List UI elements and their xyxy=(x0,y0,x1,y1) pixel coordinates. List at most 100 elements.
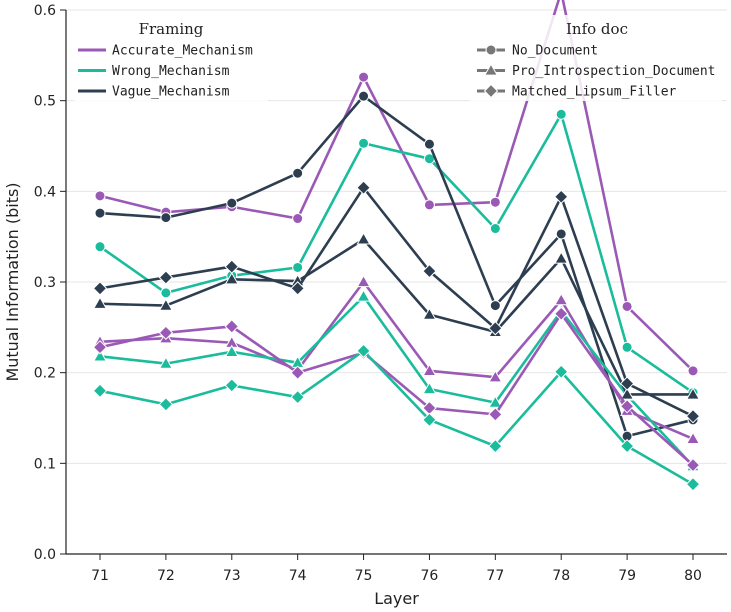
data-point-vague-mechanism-matched-lipsum-filler xyxy=(619,376,635,391)
data-point-accurate-mechanism-matched-lipsum-filler xyxy=(224,319,239,334)
data-point-vague-mechanism-no-document xyxy=(94,207,106,219)
data-point-wrong-mechanism-no-document xyxy=(555,108,567,120)
data-point-accurate-mechanism-matched-lipsum-filler xyxy=(158,325,174,340)
data-point-accurate-mechanism-matched-lipsum-filler xyxy=(290,365,305,380)
data-point-wrong-mechanism-no-document xyxy=(489,223,501,235)
series-group xyxy=(92,289,701,472)
data-point-vague-mechanism-pro-introspection-document xyxy=(92,296,108,309)
series-line-accurate-mechanism-matched-lipsum-filler xyxy=(98,312,695,467)
series-line-vague-mechanism-matched-lipsum-filler xyxy=(98,186,695,418)
data-point-vague-mechanism-no-document xyxy=(423,138,435,150)
series-line-wrong-mechanism-matched-lipsum-filler xyxy=(98,349,695,486)
data-point-wrong-mechanism-pro-introspection-document xyxy=(422,381,437,395)
legend-label: Matched_Lipsum_Filler xyxy=(512,85,677,100)
data-point-accurate-mechanism-no-document xyxy=(621,300,633,312)
data-point-wrong-mechanism-matched-lipsum-filler xyxy=(619,438,635,454)
data-point-wrong-mechanism-matched-lipsum-filler xyxy=(158,397,174,412)
data-point-vague-mechanism-no-document xyxy=(160,212,172,224)
data-point-vague-mechanism-matched-lipsum-filler xyxy=(290,281,305,296)
data-point-vague-mechanism-matched-lipsum-filler xyxy=(224,259,239,274)
legend-label: Vague_Mechanism xyxy=(112,85,230,100)
data-point-vague-mechanism-matched-lipsum-filler xyxy=(488,321,503,336)
y-tick-label: 0.0 xyxy=(34,547,56,563)
series-group xyxy=(92,232,701,400)
series-line-wrong-mechanism-pro-introspection-document xyxy=(98,295,695,468)
x-tick-label: 72 xyxy=(157,568,175,584)
legend-label: Pro_Introspection_Document xyxy=(512,64,716,79)
y-axis-title: Mutual Information (bits) xyxy=(3,182,22,381)
legend-background xyxy=(470,15,722,101)
legend-background xyxy=(74,15,268,101)
data-point-wrong-mechanism-matched-lipsum-filler xyxy=(488,438,503,454)
data-point-accurate-mechanism-pro-introspection-document xyxy=(356,274,371,288)
data-point-wrong-mechanism-matched-lipsum-filler xyxy=(356,343,371,359)
x-tick-label: 80 xyxy=(684,568,702,584)
data-point-accurate-mechanism-pro-introspection-document xyxy=(422,363,437,377)
series-group xyxy=(92,180,701,424)
data-point-accurate-mechanism-pro-introspection-document xyxy=(488,369,503,383)
legend-marker-diamond-icon xyxy=(483,83,499,99)
data-point-accurate-mechanism-pro-introspection-document xyxy=(685,431,701,445)
x-tick-label: 78 xyxy=(552,568,570,584)
data-point-wrong-mechanism-matched-lipsum-filler xyxy=(290,389,305,405)
legend-marker-circle-icon xyxy=(485,44,497,56)
data-point-vague-mechanism-matched-lipsum-filler xyxy=(422,263,437,279)
x-tick-label: 73 xyxy=(223,568,241,584)
data-point-accurate-mechanism-no-document xyxy=(292,213,304,225)
data-point-wrong-mechanism-no-document xyxy=(160,287,172,299)
legend-title: Framing xyxy=(139,20,204,38)
data-point-wrong-mechanism-matched-lipsum-filler xyxy=(422,412,437,428)
legend-info-doc: Info doc No_Document Pro_Introspection_Doc… xyxy=(470,15,722,101)
x-tick-label: 76 xyxy=(421,568,439,584)
data-point-accurate-mechanism-pro-introspection-document xyxy=(554,292,569,306)
x-tick-label: 71 xyxy=(91,568,109,584)
series-group xyxy=(94,108,699,399)
data-point-wrong-mechanism-no-document xyxy=(292,261,304,273)
series-line-wrong-mechanism-no-document xyxy=(98,112,695,394)
data-point-accurate-mechanism-no-document xyxy=(687,365,699,377)
data-point-vague-mechanism-matched-lipsum-filler xyxy=(158,270,174,285)
data-point-vague-mechanism-no-document xyxy=(489,300,501,312)
data-point-wrong-mechanism-no-document xyxy=(94,241,106,253)
data-point-vague-mechanism-pro-introspection-document xyxy=(685,387,701,400)
data-point-accurate-mechanism-matched-lipsum-filler xyxy=(488,407,503,422)
data-point-wrong-mechanism-matched-lipsum-filler xyxy=(224,378,239,393)
y-tick-label: 0.1 xyxy=(34,456,56,472)
data-point-wrong-mechanism-matched-lipsum-filler xyxy=(685,476,701,492)
series xyxy=(92,0,701,492)
data-point-vague-mechanism-matched-lipsum-filler xyxy=(554,189,569,204)
legend-label: Accurate_Mechanism xyxy=(112,44,253,59)
data-point-vague-mechanism-no-document xyxy=(292,167,304,179)
data-point-wrong-mechanism-pro-introspection-document xyxy=(224,344,239,357)
data-point-wrong-mechanism-no-document xyxy=(621,341,633,353)
data-point-accurate-mechanism-matched-lipsum-filler xyxy=(554,306,569,321)
legend-title: Info doc xyxy=(566,20,628,38)
x-tick-label: 77 xyxy=(486,568,504,584)
series-line-accurate-mechanism-pro-introspection-document xyxy=(98,280,695,441)
data-point-wrong-mechanism-no-document xyxy=(358,137,370,149)
data-point-vague-mechanism-no-document xyxy=(358,90,370,102)
data-point-vague-mechanism-matched-lipsum-filler xyxy=(92,281,108,296)
data-point-accurate-mechanism-no-document xyxy=(358,71,370,83)
data-point-vague-mechanism-matched-lipsum-filler xyxy=(685,408,701,424)
x-tick-label: 75 xyxy=(355,568,373,584)
legend-marker-triangle-icon xyxy=(483,63,499,76)
data-point-accurate-mechanism-no-document xyxy=(489,196,501,208)
data-point-vague-mechanism-pro-introspection-document xyxy=(356,232,371,245)
data-point-accurate-mechanism-no-document xyxy=(94,190,106,202)
legend-framing: Framing Accurate_Mechanism Wrong_Mechanism… xyxy=(74,15,268,101)
data-point-wrong-mechanism-matched-lipsum-filler xyxy=(92,383,108,399)
x-tick-label: 74 xyxy=(289,568,307,584)
data-point-vague-mechanism-matched-lipsum-filler xyxy=(356,180,371,195)
data-point-vague-mechanism-pro-introspection-document xyxy=(422,307,437,320)
data-point-vague-mechanism-pro-introspection-document xyxy=(158,298,173,311)
data-point-wrong-mechanism-pro-introspection-document xyxy=(92,349,108,362)
x-axis-title: Layer xyxy=(374,589,419,608)
data-point-accurate-mechanism-no-document xyxy=(423,199,435,211)
data-point-wrong-mechanism-pro-introspection-document xyxy=(158,356,173,369)
data-point-wrong-mechanism-pro-introspection-document xyxy=(356,289,371,302)
data-point-accurate-mechanism-matched-lipsum-filler xyxy=(619,399,635,414)
legend-label: Wrong_Mechanism xyxy=(112,64,230,79)
axes: 0.0 0.1 0.2 0.3 0.4 0.5 0.6 71 72 73 74 75 76 77 78 79 8… xyxy=(34,3,727,584)
